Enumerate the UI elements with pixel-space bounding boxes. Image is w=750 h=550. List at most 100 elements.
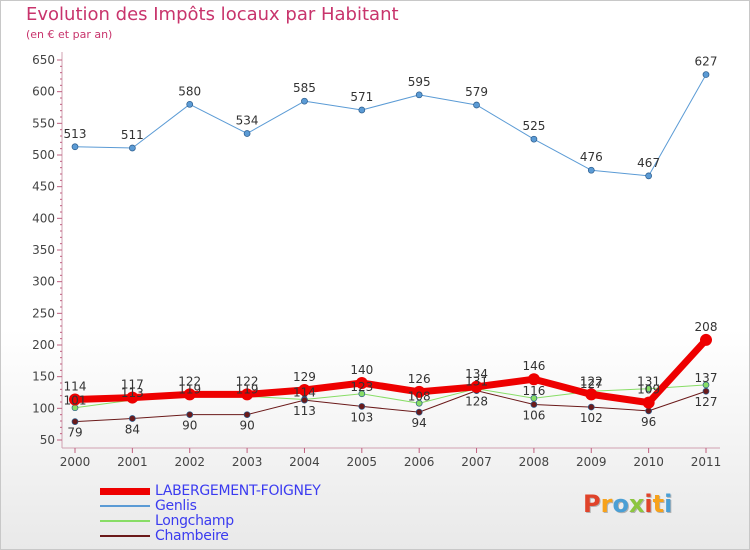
data-point: [415, 399, 423, 407]
data-label: 116: [522, 384, 545, 398]
data-label: 90: [182, 419, 197, 433]
data-point: [642, 396, 655, 409]
data-label: 146: [522, 359, 545, 373]
y-tick-label: 100: [32, 401, 55, 415]
chart-subtitle: (en € et par an): [26, 28, 113, 41]
y-tick-label: 500: [32, 148, 55, 162]
data-label: 123: [350, 380, 373, 394]
y-tick-label: 150: [32, 370, 55, 384]
y-tick-label: 50: [40, 433, 55, 447]
data-label: 90: [239, 419, 254, 433]
data-label: 511: [121, 128, 144, 142]
x-tick-label: 2006: [404, 455, 435, 469]
data-point: [71, 143, 79, 151]
data-label: 131: [465, 375, 488, 389]
data-point: [358, 390, 366, 398]
data-point: [129, 415, 136, 422]
data-point: [645, 172, 652, 180]
data-point: [355, 377, 368, 389]
data-label: 96: [641, 415, 656, 429]
y-tick-label: 400: [32, 211, 55, 225]
data-label: 102: [580, 411, 603, 425]
data-point: [358, 106, 366, 114]
data-point: [700, 333, 712, 346]
data-point: [587, 403, 595, 411]
data-point: [69, 393, 81, 406]
data-label: 113: [121, 386, 144, 400]
legend-swatch: [100, 520, 150, 522]
proxiti-logo: Proxiti: [583, 490, 673, 518]
data-point: [301, 396, 308, 404]
data-point: [298, 383, 311, 396]
data-label: 79: [67, 426, 82, 440]
data-point: [301, 97, 308, 105]
data-point: [473, 101, 480, 109]
data-point: [527, 373, 540, 386]
legend-label: LABERGEMENT-FOIGNEY: [155, 483, 321, 499]
data-point: [129, 144, 136, 152]
y-tick-label: 450: [32, 180, 55, 194]
data-point: [71, 418, 79, 425]
data-label: 122: [236, 374, 259, 388]
data-label: 595: [408, 75, 431, 89]
data-point: [183, 388, 196, 401]
legend-swatch: [100, 487, 150, 495]
series-line-1: [74, 74, 707, 177]
data-label: 114: [293, 385, 316, 399]
data-point: [470, 380, 483, 393]
data-label: 114: [64, 379, 87, 393]
data-label: 109: [637, 383, 660, 397]
data-point: [530, 135, 538, 143]
data-label: 129: [293, 370, 316, 384]
data-point: [126, 391, 139, 404]
data-point: [186, 411, 194, 419]
data-point: [585, 388, 598, 401]
x-tick-label: 2009: [576, 455, 607, 469]
y-tick-label: 650: [32, 53, 55, 67]
data-point: [587, 166, 595, 174]
data-label: 580: [178, 84, 201, 98]
data-label: 208: [695, 320, 718, 334]
x-tick-label: 2004: [289, 455, 320, 469]
data-label: 131: [637, 375, 660, 389]
data-label: 137: [695, 371, 718, 385]
data-label: 119: [236, 382, 259, 396]
data-label: 113: [293, 404, 316, 418]
data-label: 122: [580, 374, 603, 388]
y-tick-label: 300: [32, 275, 55, 289]
x-tick-label: 2003: [232, 455, 263, 469]
data-label: 134: [465, 367, 488, 381]
data-label: 127: [580, 377, 603, 391]
y-tick-label: 250: [32, 306, 55, 320]
y-tick-label: 550: [32, 116, 55, 130]
data-point: [530, 401, 538, 408]
data-label: 108: [408, 389, 431, 403]
data-label: 103: [350, 410, 373, 424]
data-label: 84: [125, 422, 140, 436]
data-label: 140: [350, 363, 373, 377]
x-tick-label: 2007: [461, 455, 492, 469]
data-point: [415, 91, 423, 99]
legend-label: Chambeire: [155, 528, 229, 544]
data-point: [702, 387, 710, 395]
data-point: [243, 411, 251, 419]
data-label: 525: [522, 119, 545, 133]
data-label: 476: [580, 150, 603, 164]
chart-title: Evolution des Impôts locaux par Habitant: [26, 4, 399, 25]
data-point: [645, 385, 652, 393]
legend-swatch: [100, 505, 150, 507]
y-tick-label: 200: [32, 338, 55, 352]
x-tick-label: 2010: [633, 455, 664, 469]
data-label: 467: [637, 156, 660, 170]
x-tick-label: 2005: [347, 455, 378, 469]
x-tick-label: 2002: [174, 455, 205, 469]
data-point: [415, 408, 423, 416]
x-tick-label: 2011: [691, 455, 722, 469]
data-label: 106: [522, 409, 545, 423]
data-label: 627: [695, 55, 718, 69]
x-tick-label: 2001: [117, 455, 148, 469]
legend-swatch: [100, 535, 150, 537]
data-label: 579: [465, 85, 488, 99]
